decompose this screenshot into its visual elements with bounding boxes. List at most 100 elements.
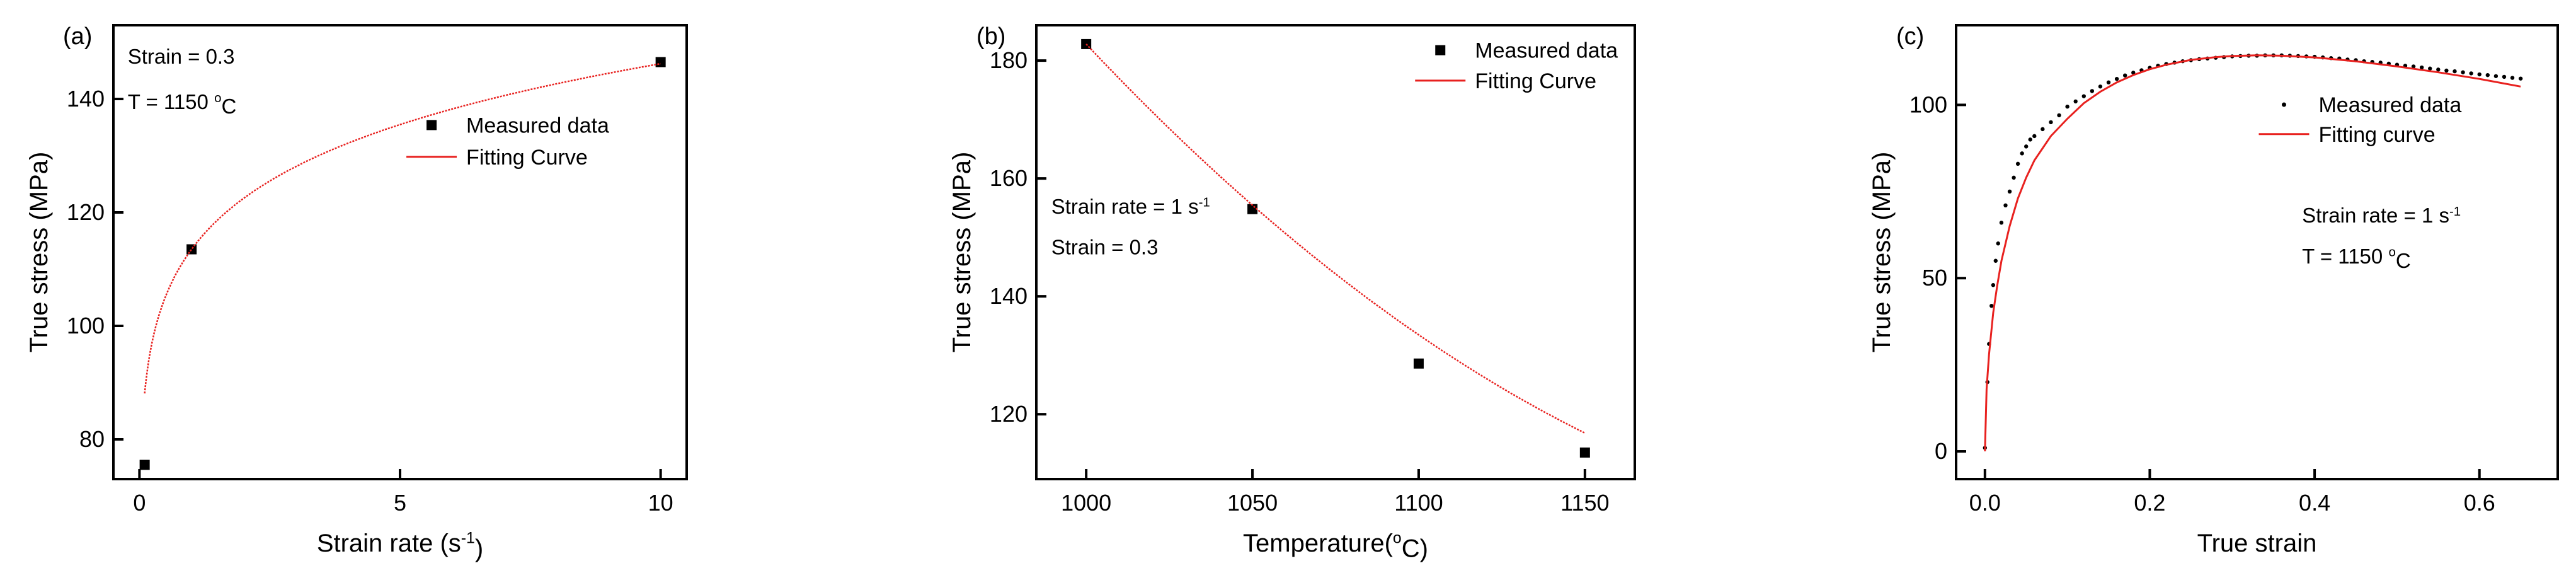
annotation: Strain rate = 1 s-1 [2302,204,2461,227]
y-tick-label: 100 [67,313,105,339]
data-point [2073,99,2078,104]
x-axis-title-tail: C) [1402,535,1428,562]
data-point [2444,68,2449,73]
annotation: T = 1150 oC [128,90,237,118]
x-tick-label: 5 [394,490,406,516]
annotation: Strain = 0.3 [1051,236,1159,259]
data-point [2469,71,2473,76]
data-point [1579,447,1590,458]
data-point [2453,69,2457,74]
data-point [2020,151,2024,156]
x-axis-title-sup: o [1393,530,1402,547]
y-tick-label: 140 [990,283,1028,309]
data-point [2485,72,2490,78]
x-tick-label: 0.6 [2464,490,2495,516]
panel-label: (b) [976,23,1005,50]
y-tick-label: 80 [79,426,105,452]
data-point [2436,67,2441,72]
data-point [2122,73,2127,78]
x-tick-label: 1100 [1394,490,1443,516]
annotation-main: T = 1150 [2302,245,2388,268]
data-point [2131,71,2136,75]
data-point [2024,144,2029,149]
data-point [2518,76,2523,81]
x-axis-title-tail: ) [475,535,483,562]
data-point [1989,303,1994,308]
data-point [2477,72,2482,77]
y-axis-title: True stress (MPa) [25,152,53,353]
data-point [2003,203,2008,208]
legend-marker [1435,45,1446,55]
x-tick-label: 0.2 [2134,490,2165,516]
annotation-sup: -1 [2449,204,2461,219]
fitting-curve-line [1984,54,2521,452]
x-axis-title: True strain [2197,530,2317,557]
data-point [2428,66,2432,71]
annotation: T = 1150 oC [2302,245,2411,272]
x-tick-label: 0 [133,490,146,516]
data-point [139,460,150,470]
legend-marker [426,120,437,130]
data-point [2032,134,2037,139]
x-tick-label: 1000 [1061,490,1111,516]
x-tick-label: 1150 [1560,490,1609,516]
y-tick-label: 0 [1935,438,1947,464]
annotation-tail: C [2396,249,2411,272]
annotation-main: Strain rate = 1 s [2302,204,2449,227]
panel-a: (a) 0 5 10 80 100 120 140 Strain rate (s-1) True … [25,23,688,562]
x-axis-title-main: Temperature( [1243,530,1394,557]
x-tick-label: 1050 [1227,490,1278,516]
legend-marker [2281,102,2286,107]
data-point [2028,137,2032,142]
y-tick-label: 140 [67,86,105,112]
legend-label: Measured data [466,113,609,137]
panel-label: (a) [63,23,92,50]
y-tick-label: 160 [990,165,1028,191]
data-point [2065,104,2069,109]
y-axis-title: True stress (MPa) [948,152,976,353]
x-tick-label: 0.0 [1969,490,2001,516]
data-point [2411,64,2416,69]
data-point [2106,80,2111,84]
annotation-main: Strain = 0.3 [1051,236,1159,259]
data-point [2090,89,2095,93]
annotation-sup: -1 [1199,195,1210,210]
annotation-sup: o [214,91,221,105]
plot-frame [1035,24,1636,480]
data-point [2041,127,2045,132]
data-point [2049,120,2053,125]
x-axis-title: Strain rate (s-1) [317,530,483,562]
legend-label: Measured data [1475,39,1618,63]
data-point [2015,161,2020,166]
y-tick-label: 100 [1909,91,1947,117]
legend-label: Fitting Curve [1475,69,1596,93]
annotation-sup: o [2388,245,2395,260]
y-tick-label: 120 [67,199,105,225]
data-point [2493,74,2499,78]
data-point [2007,189,2012,194]
fitting-curve-line [144,62,661,394]
legend-label: Measured data [2318,93,2461,117]
annotation-main: T = 1150 [128,90,214,113]
data-point [2502,74,2507,79]
data-point [2114,76,2119,81]
plot-frame [1955,24,2559,480]
data-point [1999,221,2004,225]
x-axis-title-sup: -1 [461,530,475,547]
data-point [1996,241,2000,246]
y-tick-label: 180 [990,47,1028,73]
panel-c: (c) 0.0 0.2 0.4 0.6 0 50 100 True strain True str… [1868,23,2559,557]
x-tick-label: 10 [648,490,673,516]
legend-label: Fitting Curve [466,146,588,170]
data-point [2098,84,2103,89]
panel-label: (c) [1896,23,1924,50]
data-point [2510,76,2515,80]
y-tick-label: 120 [990,401,1028,427]
data-point [2419,65,2424,70]
annotation: Strain = 0.3 [128,45,235,68]
data-point [1993,258,1998,263]
data-point [2081,94,2086,98]
x-tick-label: 0.4 [2299,490,2330,516]
x-axis-title-main: Strain rate (s [317,530,461,557]
